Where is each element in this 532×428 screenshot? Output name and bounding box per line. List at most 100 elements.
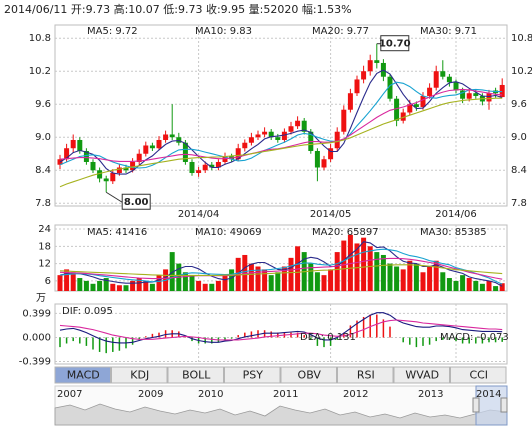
volume-bar: [493, 286, 499, 291]
candle-body: [394, 98, 400, 121]
candle-body: [433, 71, 439, 88]
ma-line: [59, 248, 503, 285]
candle-body: [215, 161, 221, 168]
tab-button[interactable]: [224, 366, 281, 384]
tab-button[interactable]: [450, 366, 507, 384]
volume-bar: [499, 283, 505, 291]
indicator-tab[interactable]: BOLL: [167, 366, 224, 384]
y-tick-label-right: 10.8: [511, 33, 532, 44]
legend-label: MA30: 9.71: [420, 26, 477, 37]
legend-label: DEA: 0.131: [300, 332, 356, 343]
y-tick-label: 18: [38, 241, 51, 252]
y-tick-label-right: 7.8: [511, 198, 527, 209]
volume-bar: [169, 252, 175, 291]
candle-body: [136, 153, 142, 162]
candle-body: [440, 71, 446, 77]
volume-bar: [275, 272, 281, 291]
volume-bar: [427, 266, 433, 291]
volume-bar: [182, 272, 188, 291]
candle-body: [248, 137, 254, 143]
volume-unit: 万: [36, 293, 46, 304]
indicator-tab[interactable]: WVAD: [393, 366, 450, 384]
volume-bar: [130, 280, 136, 291]
volume-bar: [83, 280, 89, 291]
volume-bar: [479, 283, 485, 291]
candle-body: [182, 142, 188, 162]
y-tick-label-right: 10.2: [511, 66, 532, 77]
tab-button[interactable]: [54, 366, 111, 384]
candle-body: [453, 82, 459, 91]
candle-body: [374, 60, 380, 63]
annotation-label: 8.00: [124, 197, 149, 208]
candle-body: [77, 139, 83, 151]
tab-label[interactable]: OBV: [298, 369, 322, 382]
candle-body: [347, 93, 353, 110]
candle-body: [446, 76, 452, 83]
plot: [57, 234, 505, 291]
candle-body: [163, 134, 169, 140]
volume-bar: [156, 275, 162, 291]
candle-body: [281, 131, 287, 140]
candle-body: [97, 170, 103, 179]
candle-body: [407, 104, 413, 113]
tab-button[interactable]: [280, 366, 337, 384]
volume-bar: [196, 280, 202, 291]
candle-body: [268, 131, 274, 138]
candle-body: [295, 120, 301, 127]
volume-bar: [97, 280, 103, 291]
volume-bar: [440, 272, 446, 291]
volume-bar: [215, 280, 221, 291]
volume-bar: [77, 278, 83, 291]
navigator-year: 2009: [138, 389, 163, 400]
candle-body: [341, 109, 347, 132]
tab-label[interactable]: BOLL: [182, 369, 211, 382]
tab-label[interactable]: KDJ: [130, 369, 149, 382]
y-tick-label: 10.2: [29, 66, 51, 77]
legend-label: MA10: 49069: [195, 227, 262, 238]
navigator-year: 2007: [57, 389, 82, 400]
tab-label[interactable]: MACD: [67, 369, 100, 382]
candle-body: [321, 159, 327, 168]
volume-bar: [110, 283, 116, 291]
tab-label[interactable]: WVAD: [405, 369, 439, 382]
volume-bar: [314, 272, 320, 291]
candle-body: [420, 95, 426, 107]
tab-button[interactable]: [111, 366, 168, 384]
candle-body: [301, 120, 307, 132]
y-tick-label: 7.8: [35, 198, 51, 209]
candle-body: [262, 131, 268, 135]
candle-body: [242, 142, 248, 149]
candle-body: [156, 139, 162, 149]
y-tick-label: -0.399: [19, 357, 51, 368]
volume-bar: [136, 278, 142, 291]
tab-button[interactable]: [337, 366, 394, 384]
candle-body: [427, 87, 433, 96]
tab-label[interactable]: RSI: [357, 369, 375, 382]
tab-button[interactable]: [393, 366, 450, 384]
navigator-handle[interactable]: [500, 397, 508, 413]
indicator-tab[interactable]: RSI: [337, 366, 394, 384]
volume-bar: [123, 285, 129, 291]
tab-label[interactable]: PSY: [243, 369, 264, 382]
volume-bar: [262, 269, 268, 291]
candle-body: [400, 112, 406, 121]
volume-bar: [433, 260, 439, 291]
annotation-box: [380, 35, 410, 52]
volume-bar: [413, 263, 419, 291]
indicator-tab[interactable]: OBV: [280, 366, 337, 384]
candle-body: [413, 104, 419, 107]
legend-label: MACD: -0.073: [440, 332, 509, 343]
volume-bar: [486, 280, 492, 291]
indicator-tab[interactable]: PSY: [224, 366, 281, 384]
indicator-tab[interactable]: MACD: [54, 366, 111, 384]
candle-body: [354, 79, 360, 94]
x-tick-label: 2014/06: [435, 209, 477, 220]
volume-bar: [407, 260, 413, 291]
legend-label: MA5: 41416: [87, 227, 147, 238]
tab-label[interactable]: CCI: [469, 369, 488, 382]
tab-button[interactable]: [167, 366, 224, 384]
volume-bar: [202, 283, 208, 291]
indicator-tab[interactable]: KDJ: [111, 366, 168, 384]
navigator-handle[interactable]: [472, 397, 480, 413]
indicator-tab[interactable]: CCI: [450, 366, 507, 384]
